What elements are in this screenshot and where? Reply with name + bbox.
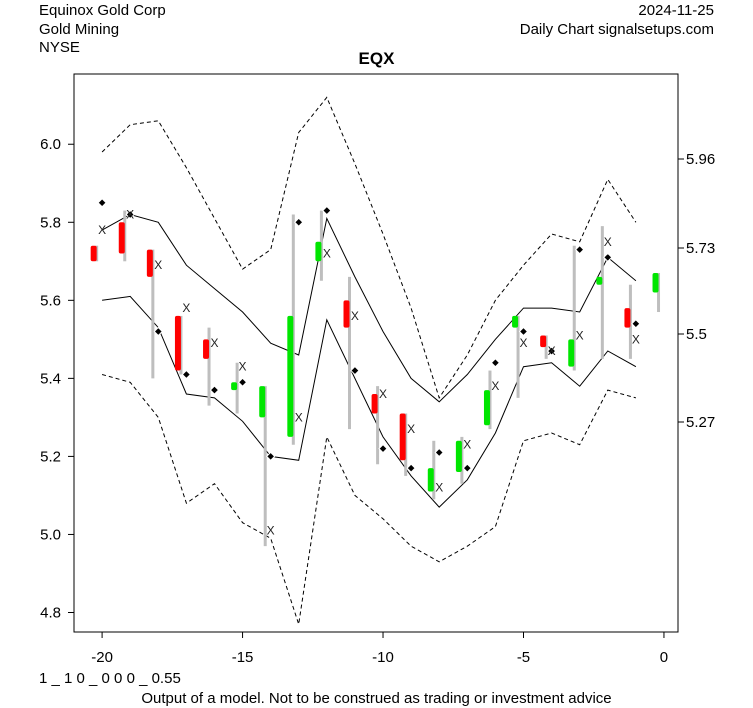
y-left-tick-label: 5.8 <box>40 214 61 231</box>
band-inner-upper <box>101 213 637 403</box>
y-axis-left: 4.8 5.0 5.2 5.4 5.6 5.8 6.0 <box>40 136 74 621</box>
plot-frame <box>73 73 679 633</box>
candle-body <box>512 315 519 328</box>
candle-body <box>596 276 603 285</box>
diamond-marker <box>603 252 613 263</box>
chart-date: 2024-11-25 <box>638 2 714 19</box>
x-marker: X <box>491 379 499 393</box>
band-outer-upper <box>101 96 637 400</box>
x-marker: X <box>604 235 612 249</box>
diamond-marker <box>378 443 388 454</box>
diamond-marker <box>209 385 220 395</box>
y-right-tick-label: 5.96 <box>686 151 715 168</box>
y-left-tick-label: 5.0 <box>40 526 61 543</box>
chart-source: Daily Chart signalsetups.com <box>519 21 714 38</box>
x-marker: X <box>435 481 443 495</box>
x-tick-label: 0 <box>660 649 668 666</box>
candle-body <box>174 315 181 371</box>
x-marker: X <box>182 301 190 315</box>
candle-body <box>118 222 125 254</box>
candle-body <box>203 339 210 359</box>
x-axis: -20 -15 -10 -5 0 <box>91 632 668 666</box>
diamond-marker <box>546 346 557 356</box>
candle-body <box>652 273 659 293</box>
x-marker: X <box>548 344 556 358</box>
candle-body <box>343 300 350 328</box>
y-left-tick-label: 5.2 <box>40 448 61 465</box>
candle-body <box>146 249 153 277</box>
x-tick-label: -20 <box>91 649 113 666</box>
x-marker: X <box>98 223 106 237</box>
x-marker: X <box>126 207 134 221</box>
candle-body <box>90 245 97 262</box>
disclaimer: Output of a model. Not to be construed a… <box>141 690 612 707</box>
diamond-marker <box>181 369 192 380</box>
candle-body <box>259 386 266 418</box>
exchange-label: NYSE <box>39 39 80 56</box>
x-marker: X <box>463 438 471 452</box>
candle-body <box>568 339 575 367</box>
diamond-marker <box>631 319 641 329</box>
diamond-marker <box>350 365 360 376</box>
diamond-marker <box>265 451 276 462</box>
diamond-marker <box>462 463 473 473</box>
y-right-tick-label: 5.27 <box>686 414 715 431</box>
band-outer-lower <box>101 374 637 625</box>
diamond-marker <box>518 326 529 337</box>
diamond-marker <box>406 463 416 473</box>
diamond-marker <box>125 209 135 220</box>
candle-body <box>399 413 406 461</box>
x-marker: X <box>267 524 275 538</box>
x-marker: X <box>519 336 527 350</box>
x-marker: X <box>407 422 415 436</box>
diamond-marker <box>574 244 585 255</box>
y-left-tick-label: 4.8 <box>40 604 61 621</box>
markers: X X X X X X X X X X X X X X X X X X X X <box>97 198 641 538</box>
y-left-tick-label: 6.0 <box>40 136 61 153</box>
model-code: 1 _ 1 0 _ 0 0 0 _ 0.55 <box>39 670 181 687</box>
x-marker: X <box>379 387 387 401</box>
diamond-marker <box>434 447 444 458</box>
x-marker: X <box>239 360 247 374</box>
candle-body <box>427 468 434 492</box>
y-right-tick-label: 5.73 <box>686 240 715 257</box>
company-name: Equinox Gold Corp <box>39 2 166 19</box>
chart-title: EQX <box>358 49 395 68</box>
diamond-marker <box>153 326 163 337</box>
band-lines <box>101 96 637 625</box>
y-left-tick-label: 5.6 <box>40 292 61 309</box>
candle-body <box>455 440 462 473</box>
y-left-tick-label: 5.4 <box>40 370 61 387</box>
candles <box>90 210 661 547</box>
x-tick-label: -5 <box>517 649 530 666</box>
x-marker: X <box>210 336 218 350</box>
y-axis-right: 5.27 5.5 5.73 5.96 <box>678 151 715 431</box>
candle-body <box>540 335 547 348</box>
y-right-tick-label: 5.5 <box>686 326 707 343</box>
candle-body <box>315 241 322 262</box>
candle-body <box>371 393 378 414</box>
diamond-marker <box>490 358 501 368</box>
x-marker: X <box>632 332 640 346</box>
band-inner-lower <box>102 295 637 508</box>
diamond-marker <box>237 377 248 387</box>
candle-body <box>231 382 238 391</box>
diamond-marker <box>294 217 304 227</box>
x-marker: X <box>154 258 162 272</box>
diamond-marker <box>97 198 107 208</box>
x-marker: X <box>351 309 359 323</box>
x-tick-label: -15 <box>232 649 254 666</box>
candle-body <box>624 308 631 328</box>
industry-label: Gold Mining <box>39 21 120 38</box>
diamond-marker <box>322 205 332 216</box>
x-marker: X <box>576 328 584 342</box>
candle-body <box>287 315 294 437</box>
x-tick-label: -10 <box>372 649 394 666</box>
x-marker: X <box>295 410 303 424</box>
x-marker: X <box>323 246 331 260</box>
candle-body <box>483 390 490 426</box>
